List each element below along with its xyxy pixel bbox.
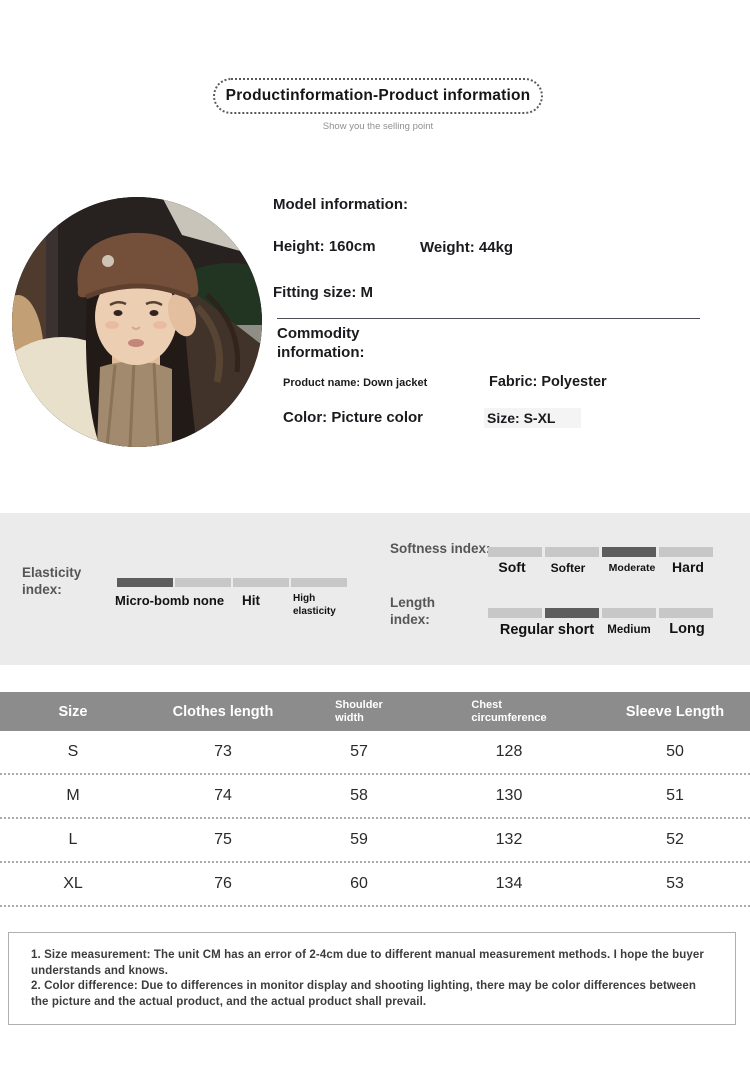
size-table-body: S 73 57 128 50 M 74 58 130 51 L 75 59 132 52 XL 76 60 134 5… — [0, 731, 750, 907]
table-cell: M — [66, 787, 80, 804]
notes-box: 1. Size measurement: The unit CM has an … — [8, 932, 736, 1025]
index-bar-segment — [545, 608, 599, 618]
table-cell: 58 — [350, 787, 368, 804]
model-height: Height: 160cm — [273, 238, 376, 255]
note-color-difference: 2. Color difference: Due to differences … — [31, 980, 697, 1008]
index-bar-segment — [175, 578, 231, 587]
page-title-box: Productinformation-Product information — [213, 78, 543, 114]
table-row: S 73 57 128 50 — [0, 731, 750, 775]
table-cell: 134 — [495, 875, 523, 892]
commodity-info-heading: Commodity information: — [277, 325, 365, 361]
table-cell: 60 — [350, 875, 368, 892]
table-cell: 57 — [350, 743, 368, 760]
table-cell: 73 — [214, 743, 232, 760]
size-table-header: Size Clothes length Shoulder width Chest… — [0, 692, 750, 731]
index-band: Elasticity index: Micro-bomb none Hit Hi… — [0, 513, 750, 665]
commodity-color: Color: Picture color — [283, 409, 424, 426]
index-bar-segment — [291, 578, 347, 587]
table-cell: 132 — [495, 831, 523, 848]
index-bar-segment — [659, 608, 713, 618]
index-bar-segment — [602, 608, 656, 618]
elasticity-option-3: High elasticity — [293, 593, 336, 617]
table-cell: 51 — [666, 787, 684, 804]
softness-option-3: Moderate — [608, 562, 656, 574]
index-bar-segment — [233, 578, 289, 587]
length-bars — [488, 608, 716, 618]
elasticity-option-1: Micro-bomb none — [115, 593, 225, 608]
index-bar-segment — [488, 547, 542, 557]
model-photo — [12, 197, 262, 447]
model-info-heading: Model information: — [273, 196, 408, 213]
col-header-sleeve-length: Sleeve Length — [625, 703, 725, 720]
table-cell: 53 — [666, 875, 684, 892]
index-bar-segment — [117, 578, 173, 587]
softness-bars — [488, 547, 716, 557]
note-size-measurement: 1. Size measurement: The unit CM has an … — [31, 949, 704, 977]
table-cell: 59 — [350, 831, 368, 848]
table-cell: XL — [63, 875, 83, 892]
table-cell: 76 — [214, 875, 232, 892]
table-cell: 75 — [214, 831, 232, 848]
model-photo-art — [12, 197, 262, 447]
softness-option-4: Hard — [672, 559, 704, 575]
table-cell: 74 — [214, 787, 232, 804]
commodity-size-range: Size: S-XL — [484, 408, 582, 428]
index-bar-segment — [545, 547, 599, 557]
index-bar-segment — [488, 608, 542, 618]
table-cell: 52 — [666, 831, 684, 848]
index-bar-segment — [602, 547, 656, 557]
softness-option-1: Soft — [498, 559, 526, 575]
table-row: XL 76 60 134 53 — [0, 863, 750, 907]
table-cell: S — [67, 743, 79, 760]
page-subtitle: Show you the selling point — [322, 121, 434, 132]
col-header-size: Size — [58, 703, 88, 720]
index-bar-segment — [659, 547, 713, 557]
table-row: M 74 58 130 51 — [0, 775, 750, 819]
table-cell: 50 — [666, 743, 684, 760]
section-divider — [277, 318, 700, 319]
elasticity-option-2: Hit — [242, 593, 260, 608]
softness-option-2: Softer — [550, 561, 586, 575]
elasticity-bars — [117, 578, 349, 587]
commodity-fabric: Fabric: Polyester — [489, 374, 607, 390]
col-header-clothes-length: Clothes length — [172, 703, 274, 720]
col-header-shoulder-width: Shoulder width — [335, 698, 383, 724]
softness-index-label: Softness index: — [390, 541, 491, 556]
col-header-chest-circumference: Chest circumference — [471, 698, 547, 724]
length-index-label: Length index: — [390, 595, 435, 627]
table-row: L 75 59 132 52 — [0, 819, 750, 863]
table-cell: L — [68, 831, 78, 848]
page-title: Productinformation-Product information — [225, 87, 531, 104]
length-option-2: Medium — [607, 624, 651, 636]
commodity-product-name: Product name: Down jacket — [283, 377, 428, 389]
model-fitting-size: Fitting size: M — [273, 284, 373, 301]
length-option-1: Regular short — [499, 622, 595, 638]
table-cell: 128 — [495, 743, 523, 760]
elasticity-index-label: Elasticity index: — [22, 565, 82, 597]
model-weight: Weight: 44kg — [420, 239, 514, 256]
table-cell: 130 — [495, 787, 523, 804]
length-option-3: Long — [669, 621, 705, 637]
